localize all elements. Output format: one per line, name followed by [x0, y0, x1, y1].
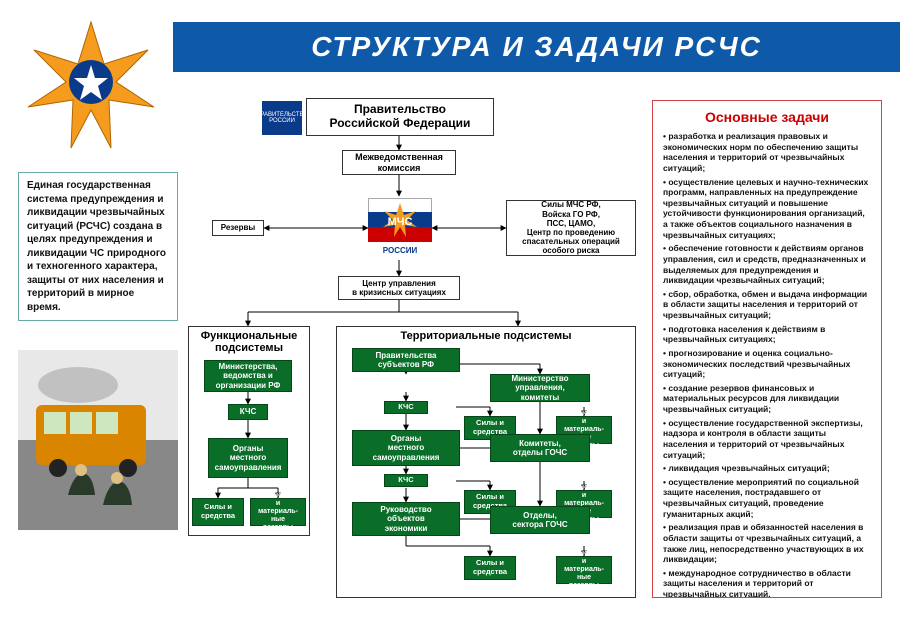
mchs-label: РОССИИ — [368, 246, 432, 255]
task-item: обеспечение готовности к действиям орган… — [663, 243, 871, 286]
tasks-title: Основные задачи — [663, 109, 871, 125]
node-kchs-2: КЧС — [384, 401, 428, 414]
tasks-list: разработка и реализация правовых и эконо… — [663, 131, 871, 598]
node-fin-4: Финансовыеи материаль-ные резервы — [556, 556, 612, 584]
task-item: ликвидация чрезвычайных ситуаций; — [663, 463, 871, 474]
terr-title: Территориальные подсистемы — [336, 330, 636, 342]
intro-text: Единая государственная система предупреж… — [27, 179, 169, 314]
node-komitety: Комитеты,отделы ГОЧС — [490, 434, 590, 462]
func-title: Функциональныеподсистемы — [194, 330, 304, 354]
mchs-flag-logo: МЧС РОССИИ — [368, 198, 432, 258]
node-otdely: Отделы,сектора ГОЧС — [490, 506, 590, 534]
task-item: реализация прав и обязанностей населения… — [663, 522, 871, 565]
task-item: осуществление государственной экспертизы… — [663, 418, 871, 461]
node-ruk: Руководствообъектовэкономики — [352, 502, 460, 536]
org-diagram: ПРАВИТЕЛЬСТВО РОССИИ ПравительствоРоссий… — [188, 92, 640, 604]
node-crisis: Центр управленияв кризисных ситуациях — [338, 276, 460, 300]
node-sily-4: Силы исредства — [464, 556, 516, 580]
intro-box: Единая государственная система предупреж… — [18, 172, 178, 321]
node-kchs-1: КЧС — [228, 404, 268, 420]
task-item: подготовка населения к действиям в чрезв… — [663, 324, 871, 345]
task-item: разработка и реализация правовых и эконо… — [663, 131, 871, 174]
node-commission: Межведомственнаякомиссия — [342, 150, 456, 175]
task-item: прогнозирование и оценка социально-эконо… — [663, 348, 871, 380]
node-min-upr: Министерствоуправления,комитеты — [490, 374, 590, 402]
mchs-emblem — [16, 6, 166, 164]
node-kchs-3: КЧС — [384, 474, 428, 487]
node-forces: Силы МЧС РФ,Войска ГО РФ,ПСС, ЦАМО,Центр… — [506, 200, 636, 256]
tasks-panel: Основные задачи разработка и реализация … — [652, 100, 882, 598]
node-local-gov: Органыместногосамоуправления — [208, 438, 288, 478]
task-item: осуществление целевых и научно-техническ… — [663, 177, 871, 241]
node-government: ПравительствоРоссийской Федерации — [306, 98, 494, 136]
government-logo: ПРАВИТЕЛЬСТВО РОССИИ — [262, 101, 302, 135]
node-prav-sub: Правительствасубъектов РФ — [352, 348, 460, 372]
node-sily-1: Силы исредства — [192, 498, 244, 526]
task-item: сбор, обработка, обмен и выдача информац… — [663, 289, 871, 321]
node-reserves: Резервы — [212, 220, 264, 236]
task-item: международное сотрудничество в области з… — [663, 568, 871, 598]
page-title: СТРУКТУРА И ЗАДАЧИ РСЧС — [311, 31, 762, 63]
task-item: создание резервов финансовых и материаль… — [663, 383, 871, 415]
node-orgsamoupr: Органыместногосамоуправления — [352, 430, 460, 466]
header-bar: СТРУКТУРА И ЗАДАЧИ РСЧС — [173, 22, 900, 72]
task-item: осуществление мероприятий по социальной … — [663, 477, 871, 520]
node-fin-1: Финансовыеи материаль-ные резервы — [250, 498, 306, 526]
node-ministries: Министерства,ведомства иорганизации РФ — [204, 360, 292, 392]
emergency-photo — [18, 350, 178, 530]
